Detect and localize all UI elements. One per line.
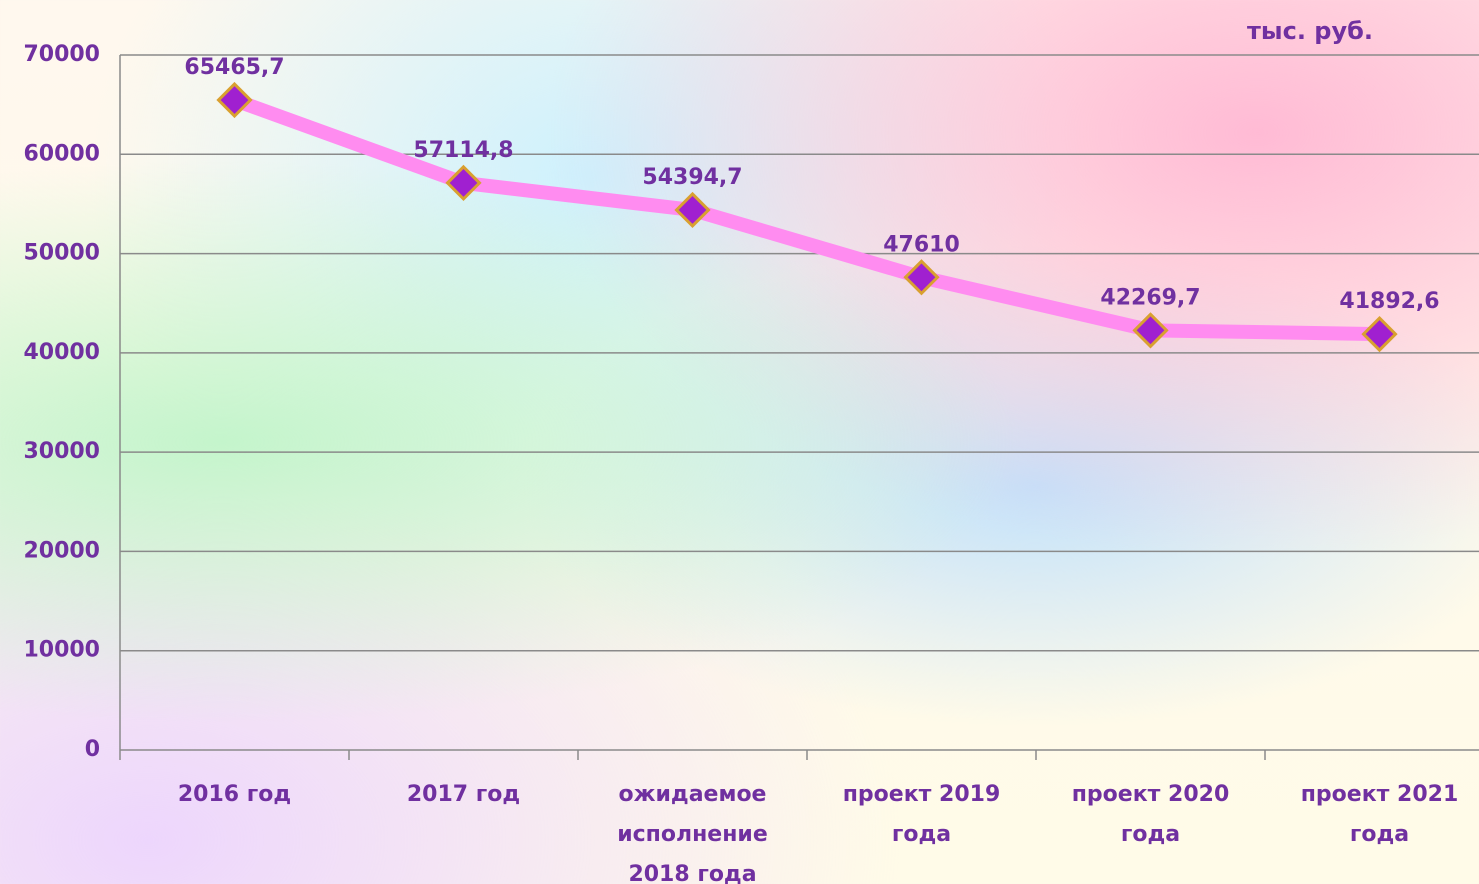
x-tick-label: 2017 год	[406, 782, 521, 807]
x-tick-label: проект 2020 года	[1071, 782, 1230, 847]
x-tick-label: проект 2021 года	[1300, 782, 1459, 847]
data-label: 42269,7	[1100, 285, 1200, 310]
y-tick-label: 0	[85, 737, 100, 762]
x-tick-label: ожидаемое исполнение 2018 года	[617, 782, 768, 884]
y-tick-label: 40000	[23, 340, 100, 365]
marker	[1361, 315, 1398, 353]
y-tick-label: 60000	[23, 141, 100, 166]
y-tick-label: 20000	[23, 538, 100, 563]
line	[232, 93, 1380, 342]
data-label: 41892,6	[1339, 289, 1439, 314]
data-label: 47610	[883, 232, 960, 257]
x-tick-label: проект 2019 года	[842, 782, 1001, 847]
marker	[674, 191, 711, 229]
y-tick-label: 10000	[23, 638, 100, 663]
x-tick-label: 2016 год	[177, 782, 292, 807]
data-label: 65465,7	[184, 55, 284, 80]
unit-label: тыс. руб.	[1247, 17, 1373, 45]
data-label: 57114,8	[413, 138, 513, 163]
y-tick-label: 70000	[23, 42, 100, 67]
y-tick-label: 30000	[23, 439, 100, 464]
marker	[903, 259, 940, 296]
marker	[216, 81, 253, 119]
marker	[1132, 312, 1169, 349]
data-label: 54394,7	[642, 165, 742, 190]
marker	[445, 164, 482, 202]
y-tick-label: 50000	[23, 241, 100, 266]
